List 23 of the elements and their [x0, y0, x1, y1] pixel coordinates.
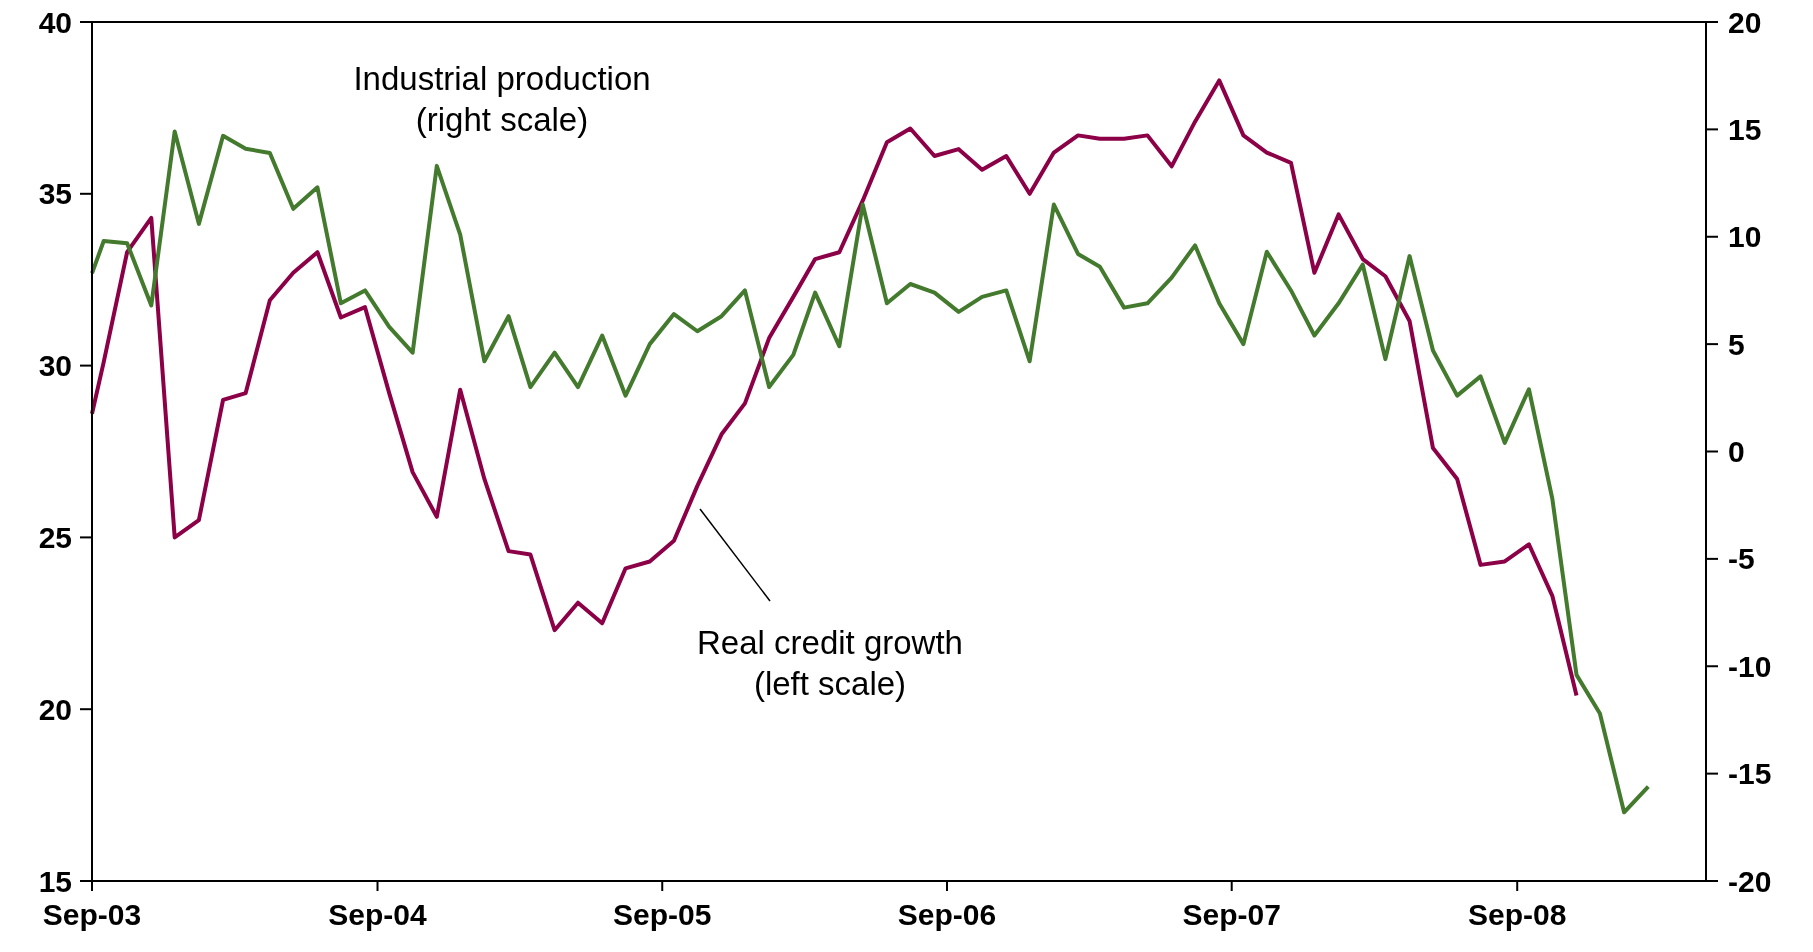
x-tick-label: Sep-03 — [42, 898, 142, 931]
y-tick-label: 15 — [38, 864, 72, 898]
y2-tick-label: 10 — [1728, 220, 1762, 254]
y2-tick-label: -15 — [1728, 757, 1772, 791]
y2-tick-label: 15 — [1728, 112, 1762, 146]
y2-tick-label: 0 — [1728, 435, 1745, 468]
y2-tick-label: 5 — [1728, 327, 1745, 361]
x-tick-label: Sep-05 — [613, 898, 712, 931]
y-tick-label: 35 — [38, 177, 72, 211]
y2-tick-label: -10 — [1728, 649, 1772, 683]
annotation: Real credit growth (left scale) — [697, 624, 963, 702]
x-tick-label: Sep-04 — [328, 898, 428, 931]
y2-tick-label: -20 — [1728, 864, 1772, 898]
annotation: Industrial production (right scale) — [353, 60, 651, 138]
x-tick-label: Sep-06 — [897, 898, 997, 931]
y2-tick-label: 20 — [1728, 5, 1762, 39]
y-tick-label: 20 — [38, 692, 72, 726]
y2-tick-label: -5 — [1728, 542, 1755, 576]
y-tick-label: 25 — [38, 520, 72, 554]
y-tick-label: 30 — [38, 349, 72, 383]
y-tick-label: 40 — [38, 5, 72, 39]
x-tick-label: Sep-07 — [1182, 898, 1281, 931]
x-tick-label: Sep-08 — [1468, 898, 1567, 931]
